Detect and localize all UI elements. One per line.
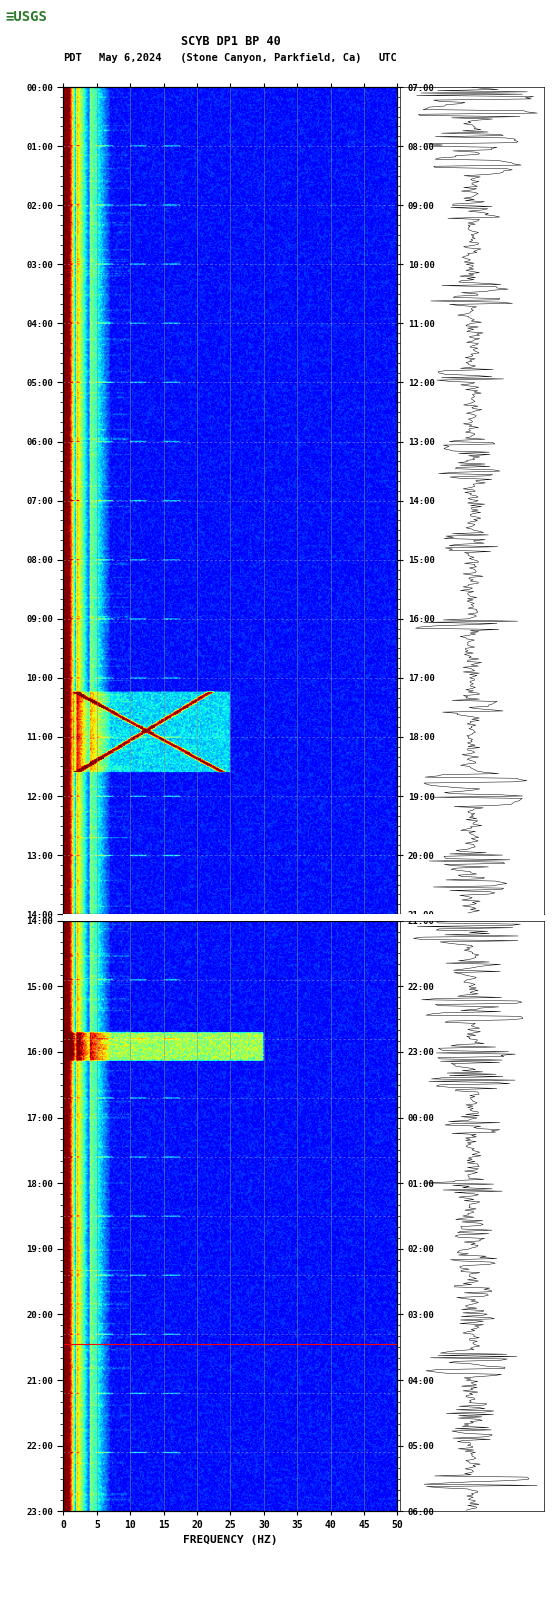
X-axis label: FREQUENCY (HZ): FREQUENCY (HZ) xyxy=(183,1534,278,1545)
Text: ≡USGS: ≡USGS xyxy=(6,10,47,24)
Text: May 6,2024   (Stone Canyon, Parkfield, Ca): May 6,2024 (Stone Canyon, Parkfield, Ca) xyxy=(99,53,362,63)
Text: UTC: UTC xyxy=(379,53,397,63)
Text: SCYB DP1 BP 40: SCYB DP1 BP 40 xyxy=(181,35,280,48)
Text: PDT: PDT xyxy=(63,53,82,63)
